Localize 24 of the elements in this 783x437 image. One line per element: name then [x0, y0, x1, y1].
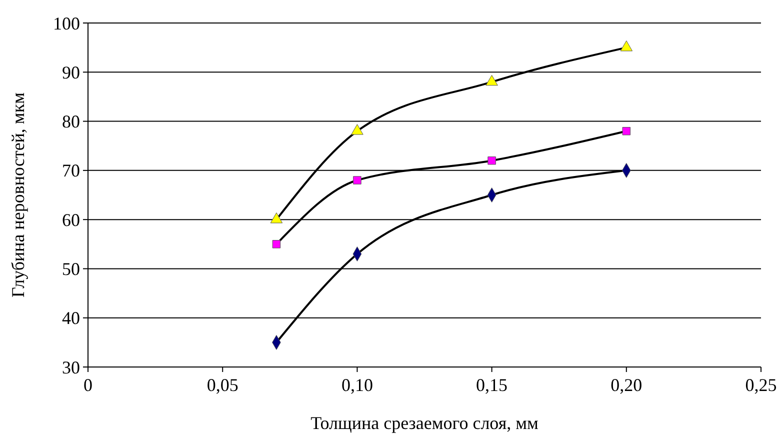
y-tick-label: 90: [62, 62, 80, 82]
point: [620, 40, 633, 52]
point: [270, 212, 283, 224]
y-tick-label: 70: [62, 160, 80, 181]
x-tick-label: 0,10: [341, 375, 373, 395]
x-tick-label: 0,25: [745, 375, 777, 395]
point: [272, 240, 281, 248]
y-tick-label: 60: [62, 210, 80, 230]
point: [351, 124, 364, 135]
y-tick-label: 40: [62, 308, 80, 328]
x-tick-label: 0: [84, 375, 92, 395]
point: [488, 156, 496, 165]
y-tick-label: 80: [62, 112, 80, 132]
y-tick-label: 100: [53, 13, 80, 34]
y-tick-label: 50: [62, 259, 80, 280]
y-axis-title: Глубина неровностей, мкм: [8, 92, 28, 298]
point: [486, 74, 498, 86]
point: [622, 126, 631, 136]
point: [353, 176, 362, 184]
x-tick-label: 0,20: [610, 375, 642, 395]
x-tick-label: 0,05: [206, 375, 238, 395]
x-axis-title: Толщина срезаемого слоя, мм: [310, 413, 538, 433]
x-tick-label: 0,15: [476, 375, 508, 395]
y-tick-label: 30: [62, 357, 80, 378]
